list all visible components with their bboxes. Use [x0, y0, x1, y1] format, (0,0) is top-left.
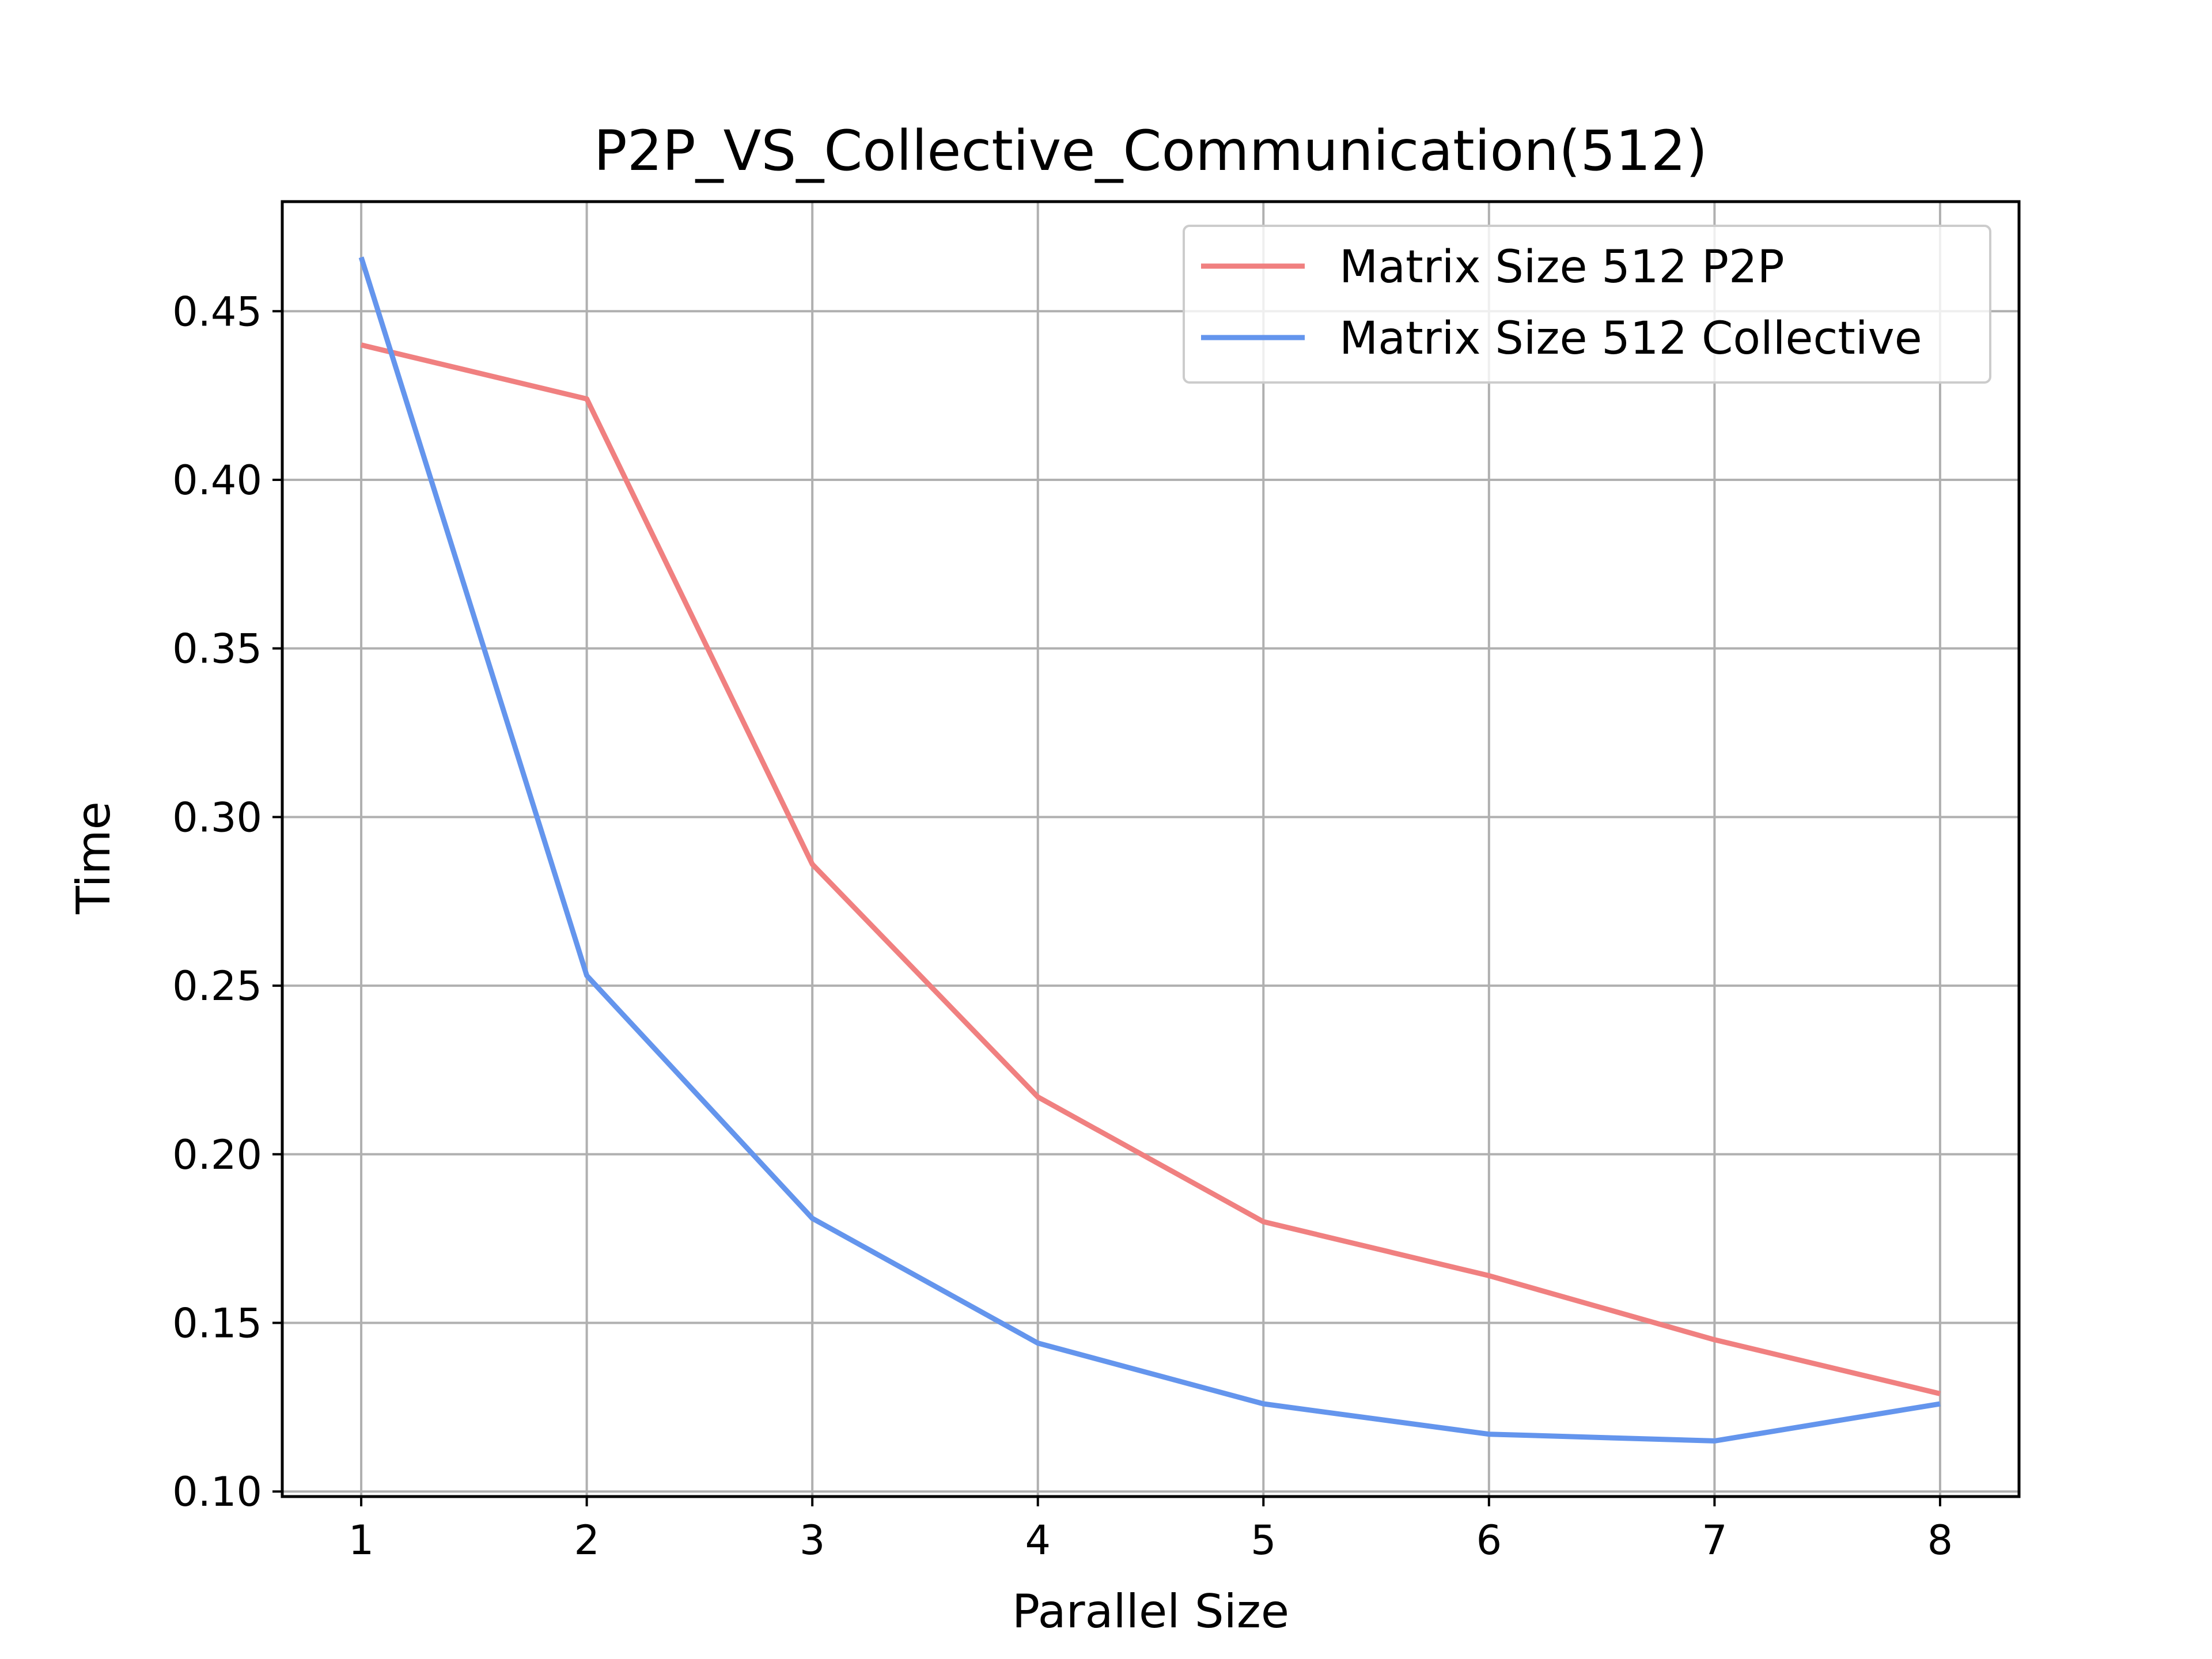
series-line-p2p [360, 342, 1941, 1396]
y-tick-label: 0.30 [172, 794, 262, 841]
y-axis-label: Time [67, 801, 120, 915]
x-tick-label: 1 [349, 1517, 374, 1564]
y-tick-label: 0.40 [172, 457, 262, 504]
y-tick-label: 0.35 [172, 626, 262, 673]
x-tick-label: 4 [1025, 1517, 1051, 1564]
x-tick-label: 3 [800, 1517, 825, 1564]
plot-area-frame [281, 200, 2021, 1498]
chart-title: P2P_VS_Collective_Communication(512) [594, 119, 1707, 183]
y-tick-label: 0.45 [172, 288, 262, 335]
y-tick-label: 0.25 [172, 963, 262, 1010]
series-lines [358, 256, 1941, 1444]
axis-ticks: 1 2 3 4 5 6 7 8 0.10 0.15 0.20 0.25 0.30 0.35 0.40 0.45 [172, 288, 1953, 1564]
x-tick-label: 7 [1702, 1517, 1728, 1564]
x-axis-label: Parallel Size [1012, 1585, 1289, 1638]
series-line-collective [358, 256, 1941, 1444]
legend-box [1183, 225, 1991, 384]
x-tick-label: 5 [1251, 1517, 1277, 1564]
x-tick-label: 8 [1927, 1517, 1953, 1564]
x-tick-label: 6 [1476, 1517, 1502, 1564]
legend-label: Matrix Size 512 Collective [1339, 313, 1922, 365]
legend-label: Matrix Size 512 P2P [1339, 241, 1785, 293]
y-tick-label: 0.20 [172, 1131, 262, 1179]
grid [282, 202, 2019, 1497]
legend: Matrix Size 512 P2P Matrix Size 512 Colle… [1183, 225, 1991, 384]
x-tick-label: 2 [574, 1517, 600, 1564]
y-tick-label: 0.15 [172, 1300, 262, 1347]
y-tick-label: 0.10 [172, 1468, 262, 1516]
